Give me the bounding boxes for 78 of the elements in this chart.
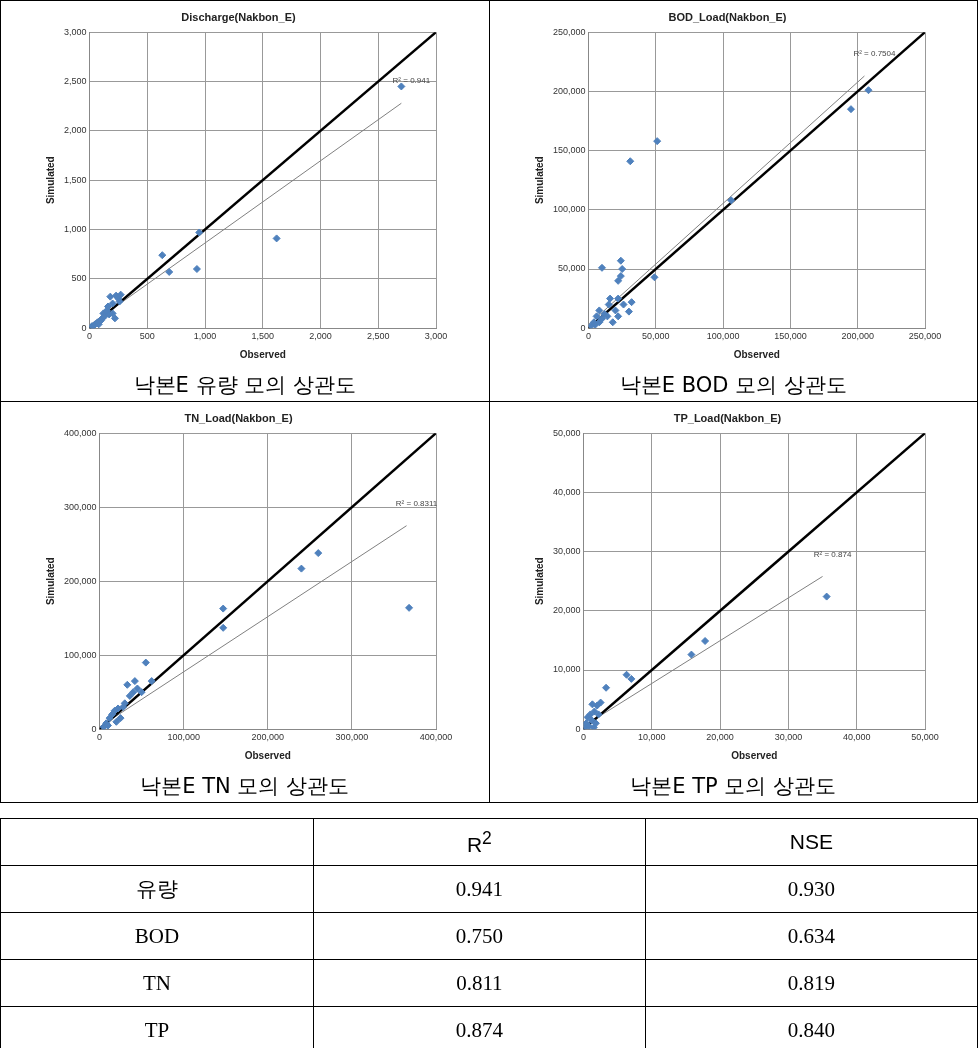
x-tick-label: 200,000 <box>251 732 285 743</box>
data-label: 0.634 <box>645 912 978 960</box>
y-tick-label: 200,000 <box>63 575 97 586</box>
x-tick-label: 2,500 <box>366 331 390 342</box>
annotation: R² = 0.941 <box>392 76 431 86</box>
annotation: R² = 0.7504 <box>852 49 896 59</box>
x-tick-label: 30,000 <box>774 732 802 743</box>
data-label: 0.930 <box>645 865 978 913</box>
y-tick-label: 0 <box>580 322 586 333</box>
x-tick-label: 500 <box>139 331 155 342</box>
y-tick-label: 400,000 <box>63 427 97 438</box>
chart-title: Discharge(Nakbon_E) <box>181 10 296 23</box>
y-axis-title: Simulated <box>44 557 56 606</box>
x-tick-label: 400,000 <box>419 732 453 743</box>
y-tick-label: 0 <box>91 723 97 734</box>
data-label: 0.840 <box>645 1006 978 1048</box>
y-axis-title: Simulated <box>533 557 545 606</box>
y-axis-title: Simulated <box>44 156 56 205</box>
y-tick-label: 150,000 <box>552 145 586 156</box>
y-tick-label: 100,000 <box>63 649 97 660</box>
x-tick-label: 40,000 <box>842 732 870 743</box>
x-tick-label: 1,500 <box>251 331 275 342</box>
x-tick-label: 150,000 <box>773 331 807 342</box>
data-label: 0.941 <box>313 865 646 913</box>
chart-title: BOD_Load(Nakbon_E) <box>668 10 787 23</box>
y-tick-label: 0 <box>81 322 87 333</box>
data-label: 0.750 <box>313 912 646 960</box>
x-tick-label: 50,000 <box>910 732 939 743</box>
chart-title: TN_Load(Nakbon_E) <box>184 411 293 424</box>
x-axis-title: Observed <box>244 749 291 761</box>
y-axis-title: Simulated <box>533 156 545 205</box>
x-tick-label: 100,000 <box>167 732 200 743</box>
chart-title: TP_Load(Nakbon_E) <box>673 411 782 424</box>
x-tick-label: 10,000 <box>637 732 666 743</box>
category-label: TP <box>0 1006 314 1048</box>
y-tick-label: 2,000 <box>63 125 87 136</box>
x-tick-label: 200,000 <box>840 331 874 342</box>
y-tick-label: 300,000 <box>63 501 97 512</box>
text: R$^{2}$ <box>313 818 646 866</box>
annotation: R² = 0.874 <box>813 549 852 559</box>
y-tick-label: 1,000 <box>63 224 87 235</box>
text: 낙본E TP 모의 상관도 <box>629 773 838 800</box>
x-tick-label: 50,000 <box>641 331 670 342</box>
y-tick-label: 2,500 <box>63 76 87 87</box>
text: 낙본E BOD 모의 상관도 <box>618 372 848 399</box>
x-axis-title: Observed <box>730 749 777 761</box>
x-tick-label: 300,000 <box>335 732 369 743</box>
y-tick-label: 500 <box>71 273 87 284</box>
x-tick-label: 250,000 <box>908 331 941 342</box>
data-label: 0.811 <box>313 959 646 1007</box>
y-tick-label: 50,000 <box>552 427 581 438</box>
y-tick-label: 30,000 <box>552 546 581 557</box>
x-tick-label: 1,000 <box>193 331 217 342</box>
y-tick-label: 20,000 <box>552 605 581 616</box>
category-label: BOD <box>0 912 314 960</box>
category-label: TN <box>0 959 314 1007</box>
annotation: R² = 0.8311 <box>395 498 438 508</box>
y-tick-label: 40,000 <box>552 486 581 497</box>
y-tick-label: 200,000 <box>552 85 586 96</box>
x-tick-label: 100,000 <box>706 331 739 342</box>
x-tick-label: 20,000 <box>705 732 734 743</box>
x-axis-title: Observed <box>733 348 780 360</box>
y-tick-label: 1,500 <box>63 174 87 185</box>
text: 낙본E 유량 모의 상관도 <box>132 372 357 399</box>
text: NSE <box>645 818 978 866</box>
y-tick-label: 0 <box>575 723 581 734</box>
text: 낙본E TN 모의 상관도 <box>139 773 351 800</box>
x-tick-label: 2,000 <box>309 331 332 342</box>
x-axis-title: Observed <box>239 348 286 360</box>
y-tick-label: 250,000 <box>552 26 586 37</box>
data-label: 0.874 <box>313 1006 646 1048</box>
y-tick-label: 50,000 <box>557 263 586 274</box>
data-label: 0.819 <box>645 959 978 1007</box>
x-tick-label: 3,000 <box>424 331 448 342</box>
y-tick-label: 100,000 <box>552 204 586 215</box>
category-label: 유량 <box>0 865 314 913</box>
y-tick-label: 3,000 <box>63 26 87 37</box>
y-tick-label: 10,000 <box>552 664 581 675</box>
